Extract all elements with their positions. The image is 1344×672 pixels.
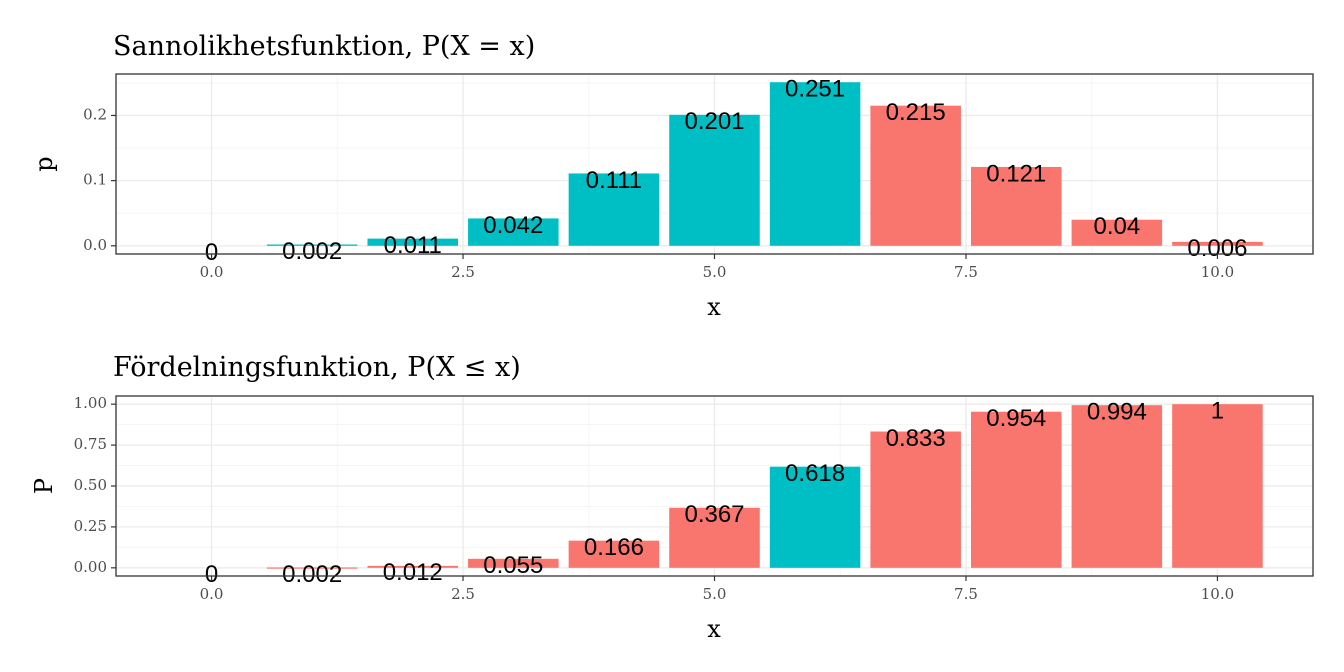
cdf-data-labels: 0 0.002 0.012 0.055 0.166 0.367 0.618 0.833 0.95…	[205, 398, 1224, 589]
pmf-data-label-7: 0.215	[886, 99, 946, 126]
pmf-bar-7	[870, 105, 961, 246]
pmf-data-label-0: 0	[205, 239, 218, 266]
pmf-data-label-2: 0.011	[384, 232, 442, 259]
cdf-y-tick-label: 0.75	[74, 435, 107, 453]
cdf-data-label-2: 0.012	[383, 559, 443, 586]
cdf-bar-4	[568, 540, 660, 568]
cdf-data-label-7: 0.833	[886, 425, 946, 452]
cdf-bar-1	[266, 567, 358, 569]
cdf-x-tick-label: 5.0	[703, 585, 727, 603]
cdf-y-tick-label: 0.50	[74, 476, 107, 494]
pmf-bar-3	[468, 218, 559, 246]
pmf-data-label-4: 0.111	[586, 167, 643, 194]
cdf-data-label-0: 0	[205, 561, 218, 588]
cdf-x-tick-label: 7.5	[954, 585, 978, 603]
pmf-y-tick-label: 0.0	[83, 236, 107, 254]
cdf-x-axis-title: x	[707, 615, 721, 643]
cdf-data-label-8: 0.954	[986, 405, 1046, 432]
cdf-bar-8	[971, 411, 1062, 568]
pmf-bar-1	[266, 244, 358, 246]
pmf-data-label-9: 0.04	[1093, 213, 1140, 240]
pmf-bar-4	[568, 173, 660, 246]
pmf-data-label-6: 0.251	[785, 76, 845, 103]
cdf-data-label-1: 0.002	[282, 561, 342, 588]
cdf-data-label-3: 0.055	[483, 552, 543, 579]
cdf-y-tick-label: 0.00	[74, 558, 107, 576]
cdf-bar-9	[1071, 405, 1163, 568]
pmf-bar-6	[769, 82, 861, 246]
cdf-bar-10	[1172, 404, 1263, 568]
pmf-data-label-8: 0.121	[986, 160, 1046, 187]
pmf-data-label-5: 0.201	[684, 108, 744, 135]
pmf-y-axis-title: p	[30, 156, 58, 171]
pmf-x-tick-label: 5.0	[703, 263, 727, 281]
cdf-data-label-5: 0.367	[684, 501, 744, 528]
pmf-data-label-1: 0.002	[282, 238, 342, 265]
cdf-x-tick-label: 0.0	[200, 585, 224, 603]
pmf-x-axis: 0.0 2.5 5.0 7.5 10.0	[200, 254, 1234, 281]
pmf-x-tick-label: 7.5	[954, 263, 978, 281]
pmf-bar-9	[1071, 219, 1163, 246]
cdf-title: Fördelningsfunktion, P(X ≤ x)	[113, 352, 521, 383]
pmf-bar-10	[1172, 241, 1263, 246]
cdf-data-label-6: 0.618	[785, 460, 845, 487]
pmf-bar-8	[971, 166, 1062, 246]
pmf-y-tick-label: 0.1	[83, 171, 107, 189]
pmf-y-axis: 0.0 0.1 0.2	[83, 105, 116, 254]
pmf-bar-2	[367, 238, 458, 246]
pmf-title: Sannolikhetsfunktion, P(X = x)	[113, 31, 535, 62]
cdf-bar-6	[769, 466, 861, 568]
cdf-data-label-4: 0.166	[584, 534, 644, 561]
chart-cdf: Fördelningsfunktion, P(X ≤ x) 0 0.002 0.01…	[30, 352, 1314, 643]
cdf-x-tick-label: 10.0	[1201, 585, 1234, 603]
pmf-x-tick-label: 0.0	[200, 263, 224, 281]
cdf-x-axis: 0.0 2.5 5.0 7.5 10.0	[200, 576, 1234, 603]
pmf-data-labels: 0 0.002 0.011 0.042 0.111 0.201 0.251 0.215 0.12…	[205, 76, 1248, 267]
cdf-bar-7	[870, 431, 961, 568]
pmf-data-label-3: 0.042	[483, 212, 543, 239]
cdf-bar-3	[468, 558, 559, 568]
cdf-bar-2	[367, 565, 458, 568]
cdf-bar-5	[669, 507, 760, 568]
cdf-y-tick-label: 0.25	[74, 517, 107, 535]
pmf-bar-5	[669, 114, 760, 246]
cdf-data-label-9: 0.994	[1087, 399, 1147, 426]
pmf-x-tick-label: 10.0	[1201, 263, 1234, 281]
pmf-x-axis-title: x	[707, 293, 721, 321]
pmf-x-tick-label: 2.5	[451, 263, 475, 281]
cdf-y-axis-title: P	[30, 478, 58, 494]
chart-pmf: Sannolikhetsfunktion, P(X = x) 0 0.002 0.0…	[30, 31, 1314, 321]
cdf-y-tick-label: 1.00	[74, 394, 107, 412]
cdf-y-axis: 0.00 0.25 0.50 0.75 1.00	[74, 394, 116, 576]
cdf-bars	[266, 404, 1263, 569]
pmf-bars	[266, 82, 1263, 246]
cdf-x-tick-label: 2.5	[451, 585, 475, 603]
pmf-y-tick-label: 0.2	[83, 105, 107, 123]
cdf-data-label-10: 1	[1211, 398, 1224, 425]
